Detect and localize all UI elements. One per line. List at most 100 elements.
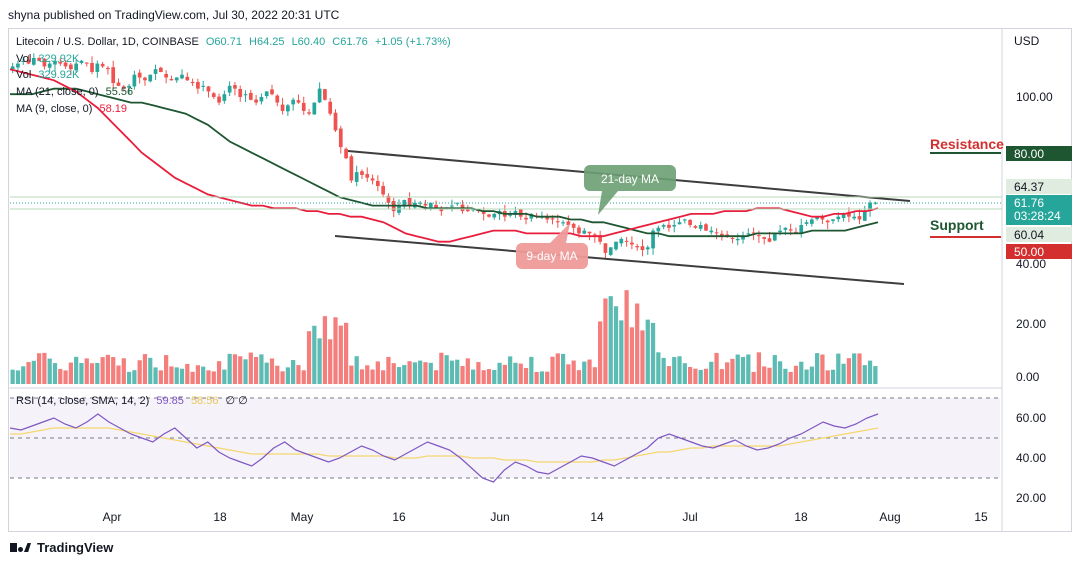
candle-body [148,74,153,82]
candle-body [375,180,380,187]
volume-bar [815,353,820,384]
candle-body [106,67,110,70]
last-price-badge: 61.76 [1014,196,1044,210]
volume-bar [36,353,42,384]
price-tick: 20.00 [1016,317,1046,331]
volume-bar [338,325,343,384]
chart-canvas[interactable]: USD 100.00 40.00 20.00 0.00 60.00 40.00 20.00 Ap… [0,0,1079,535]
footer-brand: TradingView [37,540,114,555]
volume-bar [603,298,608,384]
lower-trendline [334,235,905,285]
candle-body [862,211,867,221]
volume-bar [582,361,587,384]
candle-body [524,217,528,220]
legend-vol2-label: Vol [16,69,32,81]
volume-bar [656,352,661,384]
resistance-price-badge: 80.00 [1014,147,1044,161]
time-tick: 18 [794,510,808,524]
volume-bar [174,367,179,384]
volume-bar [587,359,592,384]
chart-frame [8,28,1072,532]
candle-body [201,85,206,87]
volume-bar [58,368,63,384]
candle-body [825,220,830,223]
candle-body [852,216,857,219]
candle-body [434,204,438,209]
volume-bar [830,369,836,384]
candle-body [767,238,772,242]
candle-body [37,58,41,61]
ma9-line [9,68,879,243]
volume-bar [492,369,497,384]
volume-bar [619,320,624,384]
candle-body [730,237,735,239]
candle-body [809,219,814,224]
volume-bar [460,366,465,384]
volume-bar [343,322,349,384]
candle-body [317,88,322,103]
candle-body [582,230,587,234]
volume-bar [751,371,756,384]
volume-bar [31,360,36,384]
legend-ma9-row: MA (9, close, 0) 58.19 [16,103,127,115]
time-tick: Jun [490,510,509,524]
candle-body [603,243,608,253]
ma9-callout-box [516,223,588,269]
candle-body [820,217,825,220]
volume-bar [259,354,264,384]
candle-body [693,226,698,228]
candle-body [587,231,592,234]
volume-bar [809,366,814,384]
candle-body [487,214,491,217]
candle-body [656,227,661,232]
candle-body [709,230,714,233]
volume-bar [105,354,111,384]
legend-high: H64.25 [249,36,285,48]
volume-bar [476,362,481,384]
candle-body [217,96,221,103]
candle-body [667,224,671,228]
volume-bar [740,356,746,384]
legend-rsi-sma-value: 58.56 [190,395,219,407]
volume-bar [412,362,418,384]
candle-body [185,76,190,81]
volume-bar [190,371,195,384]
volume-bar [285,367,290,384]
resistance-price-badge-bg [1006,146,1072,161]
candle-body [360,171,364,175]
volume-bar [873,366,878,384]
volume-bar [312,325,317,384]
candle-body [704,224,708,231]
ma21-callout-box [584,165,676,215]
candle-body [439,209,444,212]
candle-body [238,89,243,97]
time-tick: Jul [682,510,697,524]
candle-body [31,58,36,65]
candle-body [555,221,560,223]
candle-body [370,178,375,181]
volume-bar [148,357,153,384]
candle-body [312,102,317,115]
volume-bar [730,358,735,384]
rsi-tick: 40.00 [1016,451,1046,465]
candle-body [847,212,851,217]
volume-bar [497,362,502,384]
volume-bar [608,296,613,384]
volume-bar [370,369,375,384]
legend-vol1-row: Vol 329.92K [16,53,79,65]
volume-bar [164,355,169,384]
volume-bar [645,319,650,384]
volume-bar [74,356,79,384]
volume-bar [762,366,767,384]
tradingview-footer[interactable]: TradingView [10,540,113,555]
candle-body [407,197,412,206]
volume-bar [852,353,857,384]
volume-bar [179,368,185,384]
candle-body [682,219,687,221]
candle-body [566,221,571,226]
candle-body [571,223,576,228]
legend-rsi-value: 59.85 [156,395,184,407]
volume-bar [566,364,571,384]
candle-body [735,238,740,241]
time-tick: Apr [103,510,122,524]
